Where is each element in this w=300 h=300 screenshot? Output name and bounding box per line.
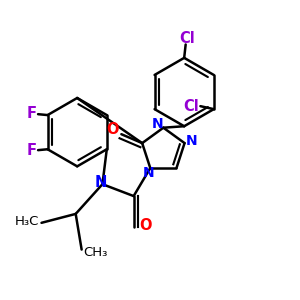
Text: F: F (26, 143, 36, 158)
Text: Cl: Cl (179, 31, 195, 46)
Text: N: N (186, 134, 198, 148)
Text: O: O (139, 218, 152, 233)
Text: H₃C: H₃C (14, 215, 39, 228)
Text: N: N (143, 167, 154, 180)
Text: O: O (106, 122, 119, 137)
Text: F: F (26, 106, 36, 121)
Text: Cl: Cl (184, 99, 200, 114)
Text: N: N (95, 175, 107, 190)
Text: N: N (152, 117, 164, 131)
Text: CH₃: CH₃ (83, 246, 107, 259)
